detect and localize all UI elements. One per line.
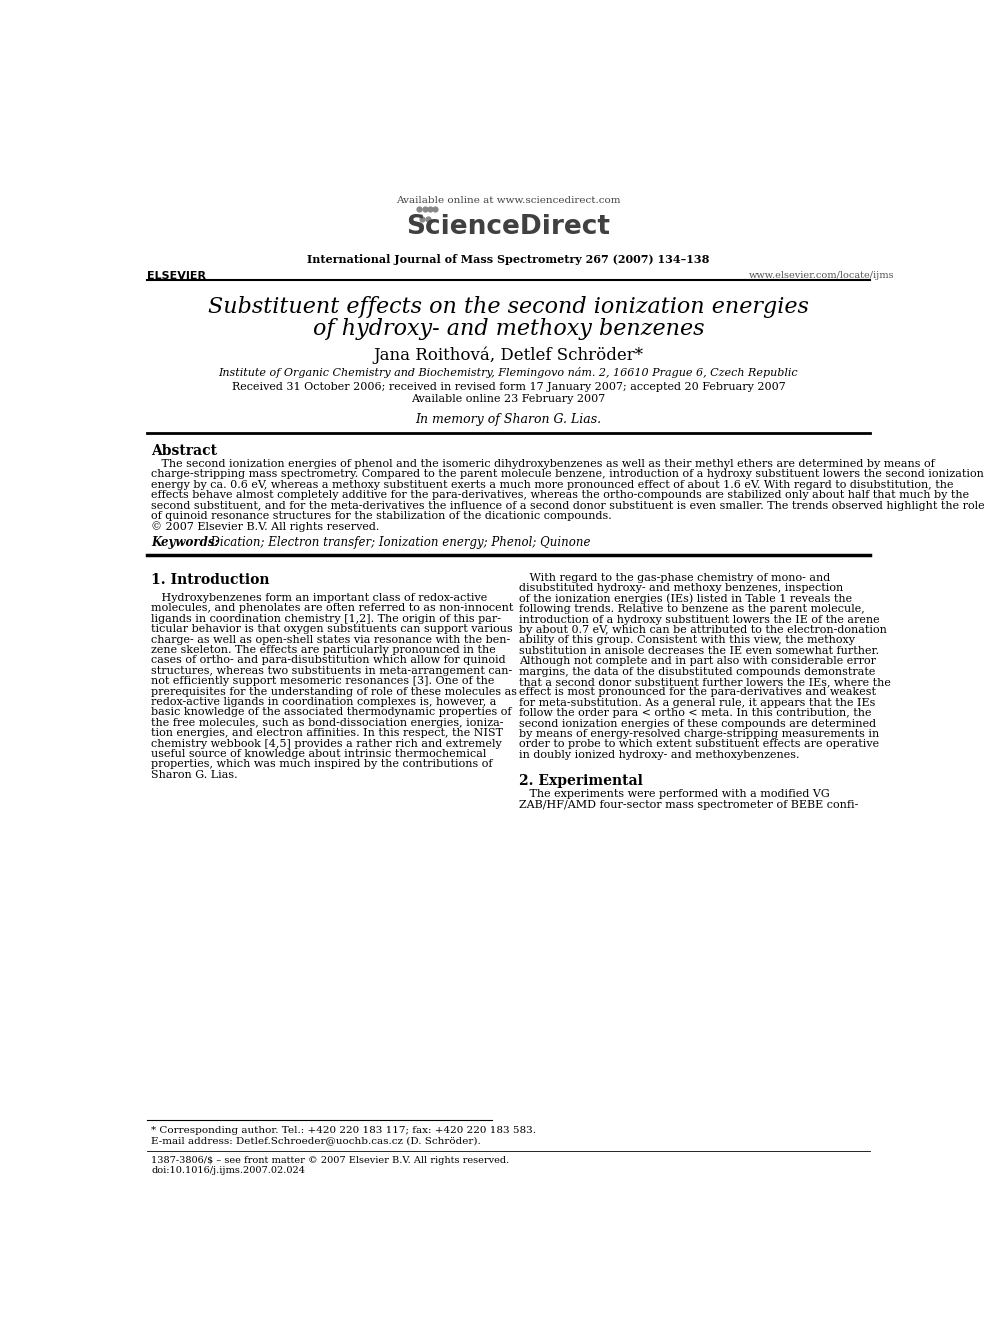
- Text: of hydroxy- and methoxy benzenes: of hydroxy- and methoxy benzenes: [312, 318, 704, 340]
- Text: effects behave almost completely additive for the para-derivatives, whereas the : effects behave almost completely additiv…: [151, 491, 969, 500]
- Text: Received 31 October 2006; received in revised form 17 January 2007; accepted 20 : Received 31 October 2006; received in re…: [231, 382, 786, 392]
- Text: the free molecules, such as bond-dissociation energies, ioniza-: the free molecules, such as bond-dissoci…: [151, 718, 504, 728]
- Text: Available online at www.sciencedirect.com: Available online at www.sciencedirect.co…: [396, 196, 621, 205]
- Text: basic knowledge of the associated thermodynamic properties of: basic knowledge of the associated thermo…: [151, 708, 512, 717]
- Text: not efficiently support mesomeric resonances [3]. One of the: not efficiently support mesomeric resona…: [151, 676, 494, 687]
- Text: tion energies, and electron affinities. In this respect, the NIST: tion energies, and electron affinities. …: [151, 728, 503, 738]
- Text: by about 0.7 eV, which can be attributed to the electron-donation: by about 0.7 eV, which can be attributed…: [519, 624, 887, 635]
- Text: 2. Experimental: 2. Experimental: [519, 774, 643, 789]
- Text: properties, which was much inspired by the contributions of: properties, which was much inspired by t…: [151, 759, 493, 770]
- Text: effect is most pronounced for the para-derivatives and weakest: effect is most pronounced for the para-d…: [519, 688, 876, 697]
- Text: Sharon G. Lias.: Sharon G. Lias.: [151, 770, 238, 779]
- Text: by means of energy-resolved charge-stripping measurements in: by means of energy-resolved charge-strip…: [519, 729, 880, 740]
- Text: structures, whereas two substituents in meta-arrangement can-: structures, whereas two substituents in …: [151, 665, 513, 676]
- Text: * Corresponding author. Tel.: +420 220 183 117; fax: +420 220 183 583.: * Corresponding author. Tel.: +420 220 1…: [151, 1126, 536, 1135]
- Text: In memory of Sharon G. Lias.: In memory of Sharon G. Lias.: [416, 413, 601, 426]
- Text: of quinoid resonance structures for the stabilization of the dicationic compound: of quinoid resonance structures for the …: [151, 511, 612, 521]
- Text: Keywords:: Keywords:: [151, 536, 219, 549]
- Text: doi:10.1016/j.ijms.2007.02.024: doi:10.1016/j.ijms.2007.02.024: [151, 1166, 306, 1175]
- Text: 1387-3806/$ – see front matter © 2007 Elsevier B.V. All rights reserved.: 1387-3806/$ – see front matter © 2007 El…: [151, 1156, 509, 1166]
- Text: for meta-substitution. As a general rule, it appears that the IEs: for meta-substitution. As a general rule…: [519, 697, 876, 708]
- Text: charge- as well as open-shell states via resonance with the ben-: charge- as well as open-shell states via…: [151, 635, 510, 644]
- Text: ligands in coordination chemistry [1,2]. The origin of this par-: ligands in coordination chemistry [1,2].…: [151, 614, 501, 624]
- Text: molecules, and phenolates are often referred to as non-innocent: molecules, and phenolates are often refe…: [151, 603, 514, 614]
- Text: E-mail address: Detlef.Schroeder@uochb.cas.cz (D. Schröder).: E-mail address: Detlef.Schroeder@uochb.c…: [151, 1136, 481, 1146]
- Text: 1. Introduction: 1. Introduction: [151, 573, 270, 587]
- Text: ZAB/HF/AMD four-sector mass spectrometer of BEBE confi-: ZAB/HF/AMD four-sector mass spectrometer…: [519, 800, 859, 810]
- Text: ticular behavior is that oxygen substituents can support various: ticular behavior is that oxygen substitu…: [151, 624, 513, 634]
- Text: Jana Roithová, Detlef Schröder*: Jana Roithová, Detlef Schröder*: [373, 347, 644, 364]
- Text: disubstituted hydroxy- and methoxy benzenes, inspection: disubstituted hydroxy- and methoxy benze…: [519, 583, 843, 594]
- Text: Institute of Organic Chemistry and Biochemistry, Flemingovo nám. 2, 16610 Prague: Institute of Organic Chemistry and Bioch…: [218, 366, 799, 377]
- Text: second ionization energies of these compounds are determined: second ionization energies of these comp…: [519, 718, 876, 729]
- Text: ScienceDirect: ScienceDirect: [407, 214, 610, 241]
- Text: Hydroxybenzenes form an important class of redox-active: Hydroxybenzenes form an important class …: [151, 593, 487, 603]
- Text: www.elsevier.com/locate/ijms: www.elsevier.com/locate/ijms: [749, 271, 895, 280]
- Text: ELSEVIER: ELSEVIER: [147, 271, 206, 282]
- Text: useful source of knowledge about intrinsic thermochemical: useful source of knowledge about intrins…: [151, 749, 486, 759]
- Text: order to probe to which extent substituent effects are operative: order to probe to which extent substitue…: [519, 740, 879, 749]
- Text: Available online 23 February 2007: Available online 23 February 2007: [412, 394, 605, 404]
- Text: The experiments were performed with a modified VG: The experiments were performed with a mo…: [519, 790, 830, 799]
- Text: following trends. Relative to benzene as the parent molecule,: following trends. Relative to benzene as…: [519, 605, 865, 614]
- Text: introduction of a hydroxy substituent lowers the IE of the arene: introduction of a hydroxy substituent lo…: [519, 615, 880, 624]
- Text: The second ionization energies of phenol and the isomeric dihydroxybenzenes as w: The second ionization energies of phenol…: [151, 459, 934, 470]
- Text: second substituent, and for the meta-derivatives the influence of a second donor: second substituent, and for the meta-der…: [151, 500, 985, 511]
- Text: follow the order para < ortho < meta. In this contribution, the: follow the order para < ortho < meta. In…: [519, 708, 872, 718]
- Text: energy by ca. 0.6 eV, whereas a methoxy substituent exerts a much more pronounce: energy by ca. 0.6 eV, whereas a methoxy …: [151, 480, 953, 490]
- Text: cases of ortho- and para-disubstitution which allow for quinoid: cases of ortho- and para-disubstitution …: [151, 655, 506, 665]
- Text: in doubly ionized hydroxy- and methoxybenzenes.: in doubly ionized hydroxy- and methoxybe…: [519, 750, 800, 759]
- Text: margins, the data of the disubstituted compounds demonstrate: margins, the data of the disubstituted c…: [519, 667, 876, 676]
- Text: charge-stripping mass spectrometry. Compared to the parent molecule benzene, int: charge-stripping mass spectrometry. Comp…: [151, 470, 984, 479]
- Text: With regard to the gas-phase chemistry of mono- and: With regard to the gas-phase chemistry o…: [519, 573, 830, 583]
- Text: substitution in anisole decreases the IE even somewhat further.: substitution in anisole decreases the IE…: [519, 646, 879, 656]
- Text: that a second donor substituent further lowers the IEs, where the: that a second donor substituent further …: [519, 677, 891, 687]
- Text: ability of this group. Consistent with this view, the methoxy: ability of this group. Consistent with t…: [519, 635, 855, 646]
- Text: Substituent effects on the second ionization energies: Substituent effects on the second ioniza…: [208, 296, 808, 318]
- Text: chemistry webbook [4,5] provides a rather rich and extremely: chemistry webbook [4,5] provides a rathe…: [151, 738, 502, 749]
- Text: prerequisites for the understanding of role of these molecules as: prerequisites for the understanding of r…: [151, 687, 517, 697]
- Text: redox-active ligands in coordination complexes is, however, a: redox-active ligands in coordination com…: [151, 697, 497, 706]
- Text: Abstract: Abstract: [151, 443, 217, 458]
- Text: Although not complete and in part also with considerable error: Although not complete and in part also w…: [519, 656, 876, 667]
- Text: zene skeleton. The effects are particularly pronounced in the: zene skeleton. The effects are particula…: [151, 646, 496, 655]
- Text: of the ionization energies (IEs) listed in Table 1 reveals the: of the ionization energies (IEs) listed …: [519, 594, 852, 605]
- Text: © 2007 Elsevier B.V. All rights reserved.: © 2007 Elsevier B.V. All rights reserved…: [151, 521, 380, 532]
- Text: International Journal of Mass Spectrometry 267 (2007) 134–138: International Journal of Mass Spectromet…: [308, 254, 709, 265]
- Text: Dication; Electron transfer; Ionization energy; Phenol; Quinone: Dication; Electron transfer; Ionization …: [203, 536, 590, 549]
